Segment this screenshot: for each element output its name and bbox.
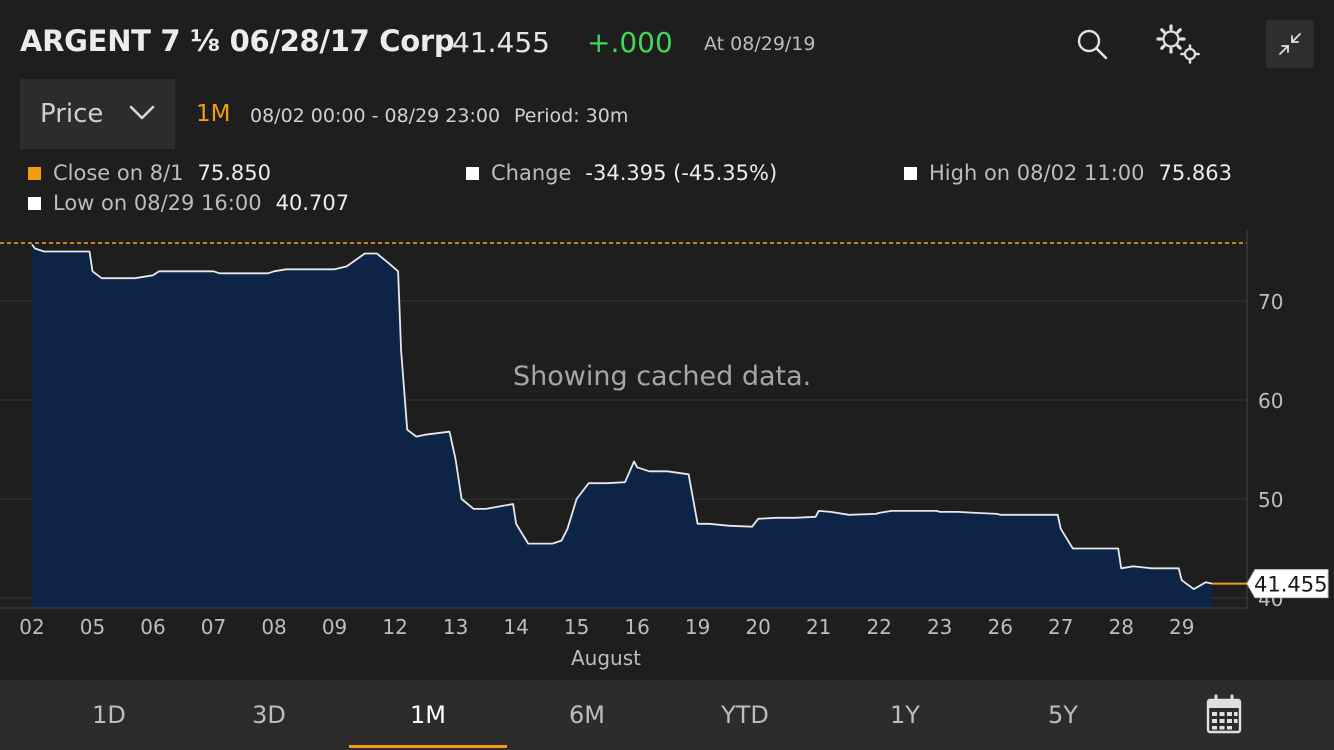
x-tick-label: 29 [1169, 615, 1194, 639]
x-tick-label: 20 [745, 615, 770, 639]
x-tick-label: 14 [503, 615, 528, 639]
tab-ytd[interactable]: YTD [721, 701, 769, 729]
legend-high-value: 75.863 [1158, 161, 1232, 185]
x-axis-label: August [571, 646, 641, 670]
legend-close: Close on 8/1 75.850 [28, 161, 271, 185]
date-range: 08/02 00:00 - 08/29 23:00 [250, 105, 501, 127]
cached-data-text: Showing cached data. [513, 361, 812, 392]
search-icon[interactable] [1070, 22, 1114, 66]
tab-6m[interactable]: 6M [569, 701, 605, 729]
field-dropdown[interactable]: Price [20, 79, 175, 149]
x-tick-label: 06 [140, 615, 165, 639]
minimize-icon[interactable] [1266, 20, 1314, 68]
x-tick-label: 19 [685, 615, 710, 639]
legend-high-swatch [904, 166, 917, 180]
tab-3d[interactable]: 3D [252, 701, 286, 729]
x-tick-label: 22 [866, 615, 891, 639]
last-price: 41.455 [452, 26, 550, 59]
x-tick-label: 16 [624, 615, 649, 639]
x-tick-label: 28 [1109, 615, 1134, 639]
as-of-date: At 08/29/19 [704, 33, 816, 55]
last-value-label: 41.455 [1254, 573, 1327, 597]
legend-close-label: Close on 8/1 [53, 161, 184, 185]
tab-1y[interactable]: 1Y [890, 701, 920, 729]
last-value-badge [1246, 569, 1329, 599]
x-tick-label: 21 [806, 615, 831, 639]
y-tick-label: 60 [1258, 389, 1283, 413]
legend-low-label: Low on 08/29 16:00 [53, 191, 262, 215]
legend-change: Change -34.395 (-45.35%) [466, 161, 777, 185]
legend-change-label: Change [491, 161, 572, 185]
legend-close-value: 75.850 [197, 161, 271, 185]
x-tick-label: 27 [1048, 615, 1073, 639]
settings-gears-icon[interactable] [1152, 20, 1206, 68]
y-tick-label: 70 [1258, 290, 1283, 314]
x-tick-label: 13 [443, 615, 468, 639]
time-range-tabs: 1D 3D 1M 6M YTD 1Y 5Y [0, 680, 1334, 750]
x-tick-label: 08 [261, 615, 286, 639]
legend-close-swatch [28, 166, 41, 180]
tab-1m[interactable]: 1M [349, 680, 507, 750]
y-tick-label: 50 [1258, 488, 1283, 512]
price-area [32, 244, 1212, 608]
security-title: ARGENT 7 ⅛ 06/28/17 Corp [20, 24, 455, 58]
price-change: +.000 [587, 26, 673, 59]
legend-low-swatch [28, 196, 41, 210]
x-tick-label: 09 [322, 615, 347, 639]
field-dropdown-label: Price [40, 99, 104, 129]
header-bar: ARGENT 7 ⅛ 06/28/17 Corp 41.455 +.000 At… [0, 0, 1334, 82]
x-tick-label: 07 [201, 615, 226, 639]
x-tick-label: 02 [19, 615, 44, 639]
legend-high: High on 08/02 11:00 75.863 [904, 161, 1232, 185]
legend-high-label: High on 08/02 11:00 [929, 161, 1145, 185]
legend-low: Low on 08/29 16:00 40.707 [28, 191, 349, 215]
chevron-down-icon [129, 105, 155, 125]
legend-low-value: 40.707 [275, 191, 350, 215]
x-tick-label: 15 [564, 615, 589, 639]
tab-1d[interactable]: 1D [92, 701, 126, 729]
period-label: Period: 30m [514, 105, 629, 127]
legend-change-value: -34.395 (-45.35%) [585, 161, 778, 185]
x-tick-label: 26 [987, 615, 1012, 639]
x-tick-label: 12 [382, 615, 407, 639]
price-line [31, 244, 1213, 590]
tab-5y[interactable]: 5Y [1048, 701, 1078, 729]
calendar-icon[interactable] [1205, 694, 1243, 734]
legend-change-swatch [466, 166, 479, 180]
x-tick-label: 23 [927, 615, 952, 639]
range-label[interactable]: 1M [196, 101, 231, 127]
x-tick-label: 05 [80, 615, 105, 639]
